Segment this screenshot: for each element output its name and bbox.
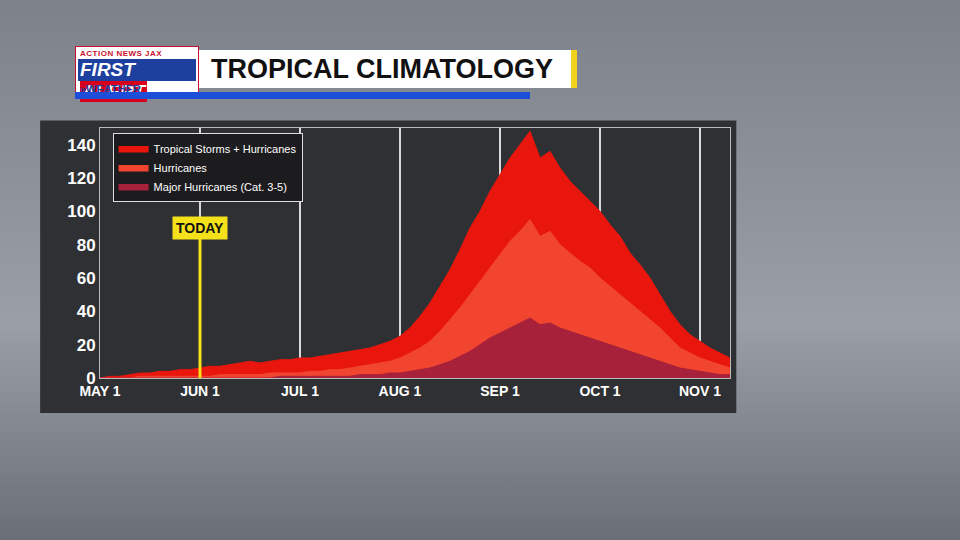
svg-text:Hurricanes: Hurricanes [154,162,208,174]
html-text:FIRST: FIRST [80,59,135,80]
svg-text:Tropical Storms + Hurricanes: Tropical Storms + Hurricanes [154,143,297,155]
html-text:ACTION NEWS JAX: ACTION NEWS JAX [80,49,163,58]
svg-text:80: 80 [77,236,96,255]
svg-text:NOV 1: NOV 1 [679,383,721,399]
html-text:»WEATHER: »WEATHER [80,83,141,95]
svg-text:SEP 1: SEP 1 [480,383,520,399]
svg-text:Major Hurricanes (Cat. 3-5): Major Hurricanes (Cat. 3-5) [154,181,287,193]
svg-text:140: 140 [67,136,95,155]
svg-text:60: 60 [77,269,96,288]
svg-text:AUG 1: AUG 1 [379,383,422,399]
svg-text:0: 0 [86,369,95,388]
html-text:TROPICAL CLIMATOLOGY: TROPICAL CLIMATOLOGY [211,54,553,84]
svg-text:120: 120 [67,169,95,188]
svg-text:OCT 1: OCT 1 [579,383,620,399]
svg-text:40: 40 [77,302,96,321]
svg-text:JUL 1: JUL 1 [281,383,319,399]
svg-text:JUN 1: JUN 1 [180,383,220,399]
svg-text:TODAY: TODAY [176,220,224,236]
svg-text:20: 20 [77,336,96,355]
html-text:ALERT: ALERT [82,81,145,102]
svg-text:100: 100 [67,202,95,221]
svg-text:MAY 1: MAY 1 [79,383,120,399]
